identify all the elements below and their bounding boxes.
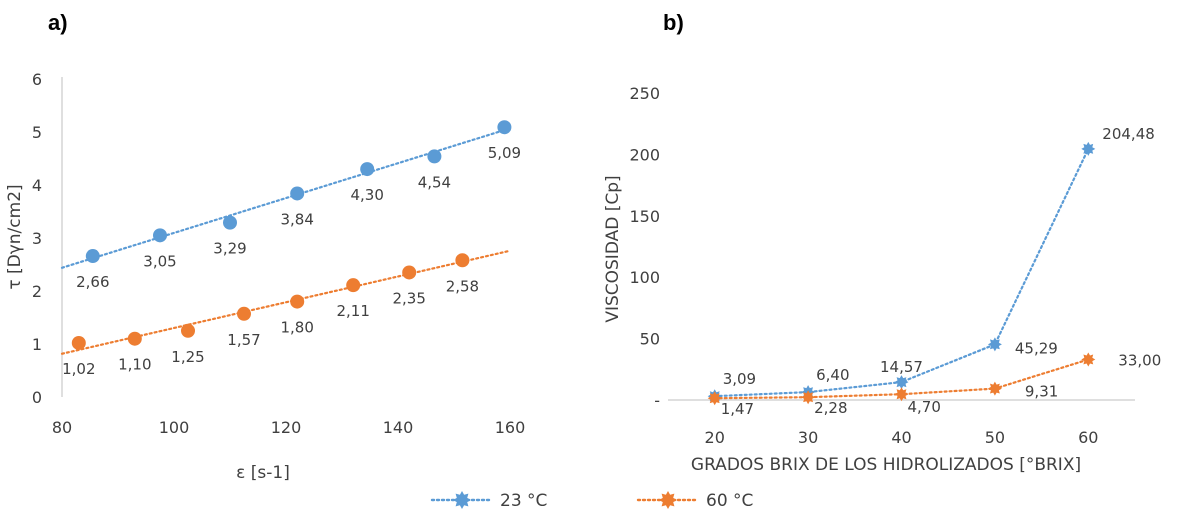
panel-b-data-point	[987, 337, 1002, 352]
panel-a-data-label: 5,09	[488, 144, 521, 162]
panel-b-data-point	[1081, 141, 1096, 156]
panel-b-data-label: 33,00	[1118, 351, 1161, 369]
panel-b-data-point	[987, 381, 1002, 396]
panel-b-x-tick-label: 30	[798, 428, 818, 447]
panel-a-data-point	[127, 331, 142, 346]
panel-b-viscosity-chart: b) - 50 100 150 200 250 20 30 40 50 60 3,09 6,40 14,…	[603, 10, 1161, 475]
panel-b-data-label: 1,47	[721, 400, 754, 418]
panel-b-x-axis-title: GRADOS BRIX DE LOS HIDROLIZADOS [°BRIX]	[691, 455, 1081, 475]
panel-b-y-tick-label: 100	[629, 268, 660, 287]
panel-a-x-tick-label: 80	[52, 418, 72, 437]
panel-b-x-tick-label: 60	[1078, 428, 1098, 447]
legend-item: 23 °C	[430, 491, 547, 511]
panel-a-data-label: 2,11	[336, 302, 369, 320]
panel-b-data-label: 4,70	[908, 398, 941, 416]
panel-a-data-point	[85, 249, 100, 264]
panel-a-data-point	[402, 265, 417, 280]
panel-a-data-label: 3,84	[280, 210, 313, 228]
panel-b-data-point	[801, 390, 816, 405]
panel-a-y-tick-label: 2	[32, 282, 42, 301]
panel-a-data-point	[223, 215, 237, 230]
panel-a-y-axis-title: τ [Dγn/cm2]	[5, 184, 25, 289]
panel-a-data-point	[427, 149, 442, 164]
panel-a-x-tick-label: 160	[495, 418, 526, 437]
panel-b-y-tick-label: 50	[640, 330, 660, 349]
legend-star-marker	[659, 491, 677, 509]
panel-a-data-label: 2,58	[446, 277, 479, 295]
panel-b-data-label: 9,31	[1025, 383, 1058, 401]
panel-a-data-label: 1,02	[62, 360, 95, 378]
panel-b-y-axis-title: VISCOSIDAD [Cp]	[603, 175, 623, 322]
panel-b-data-label: 45,29	[1015, 339, 1058, 357]
panel-b-y-tick-label: -	[654, 391, 660, 410]
panel-b-x-tick-label: 20	[705, 428, 725, 447]
panel-b-x-tick-label: 40	[891, 428, 911, 447]
panel-b-data-point	[707, 391, 722, 406]
panel-b-y-tick-label: 200	[629, 145, 660, 164]
panel-a-shear-stress-chart: a) 0 1 2 3 4 5 6 80 100 120 140 160 2,66 3,05 3,29 3,8…	[5, 10, 525, 483]
panel-a-data-label: 3,05	[143, 252, 176, 270]
panel-b-data-label: 2,28	[814, 399, 847, 417]
panel-a-data-point	[290, 294, 305, 309]
panel-b-data-label: 204,48	[1102, 125, 1155, 143]
panel-a-data-label: 1,25	[171, 348, 204, 366]
panel-b-y-tick-label: 150	[629, 207, 660, 226]
panel-a-data-label: 1,10	[118, 356, 151, 374]
legend-label: 23 °C	[500, 491, 547, 511]
panel-b-data-point	[1081, 352, 1096, 367]
panel-b-x-tick-label: 50	[985, 428, 1005, 447]
panel-b-data-point	[894, 387, 909, 402]
panel-a-x-axis-title: ε [s-1]	[236, 463, 290, 483]
panel-b-data-label: 6,40	[816, 366, 849, 384]
panel-a-x-tick-label: 120	[271, 418, 302, 437]
panel-a-y-tick-label: 4	[32, 176, 42, 195]
panel-a-label: a)	[48, 10, 68, 35]
legend-star-marker	[453, 491, 471, 509]
panel-a-data-label: 4,54	[418, 173, 451, 191]
panel-a-data-point	[455, 253, 470, 268]
panel-a-y-tick-label: 0	[32, 388, 42, 407]
panel-b-data-point	[894, 375, 909, 390]
panel-a-data-point	[360, 162, 375, 177]
panel-b-label: b)	[663, 10, 684, 35]
panel-b-data-label: 3,09	[723, 370, 756, 388]
panel-a-data-point	[153, 228, 167, 243]
panel-a-data-label: 2,66	[76, 273, 109, 291]
panel-a-data-label: 1,57	[227, 331, 260, 349]
panel-a-y-tick-label: 6	[32, 70, 42, 89]
panel-b-y-tick-label: 250	[629, 84, 660, 103]
panel-a-data-point	[181, 323, 195, 338]
panel-a-data-label: 4,30	[350, 186, 383, 204]
legend-item: 60 °C	[636, 491, 753, 511]
panel-a-data-point	[290, 186, 305, 201]
panel-a-data-label: 1,80	[280, 319, 313, 337]
panel-a-data-label: 2,35	[392, 289, 425, 307]
panel-a-data-point	[237, 306, 251, 321]
panel-a-y-tick-label: 5	[32, 123, 42, 142]
legend-label: 60 °C	[706, 491, 753, 511]
panel-a-x-tick-label: 100	[159, 418, 190, 437]
panel-a-data-point	[71, 335, 86, 350]
panel-a-trendline	[60, 127, 512, 269]
panel-a-y-tick-label: 1	[32, 335, 42, 354]
panel-a-data-point	[346, 278, 361, 293]
panel-a-data-point	[497, 120, 512, 135]
legend: 23 °C 60 °C	[430, 491, 753, 511]
panel-a-data-label: 3,29	[213, 240, 246, 258]
panel-b-data-label: 14,57	[880, 358, 923, 376]
panel-a-x-tick-label: 140	[383, 418, 414, 437]
panel-a-y-tick-label: 3	[32, 229, 42, 248]
